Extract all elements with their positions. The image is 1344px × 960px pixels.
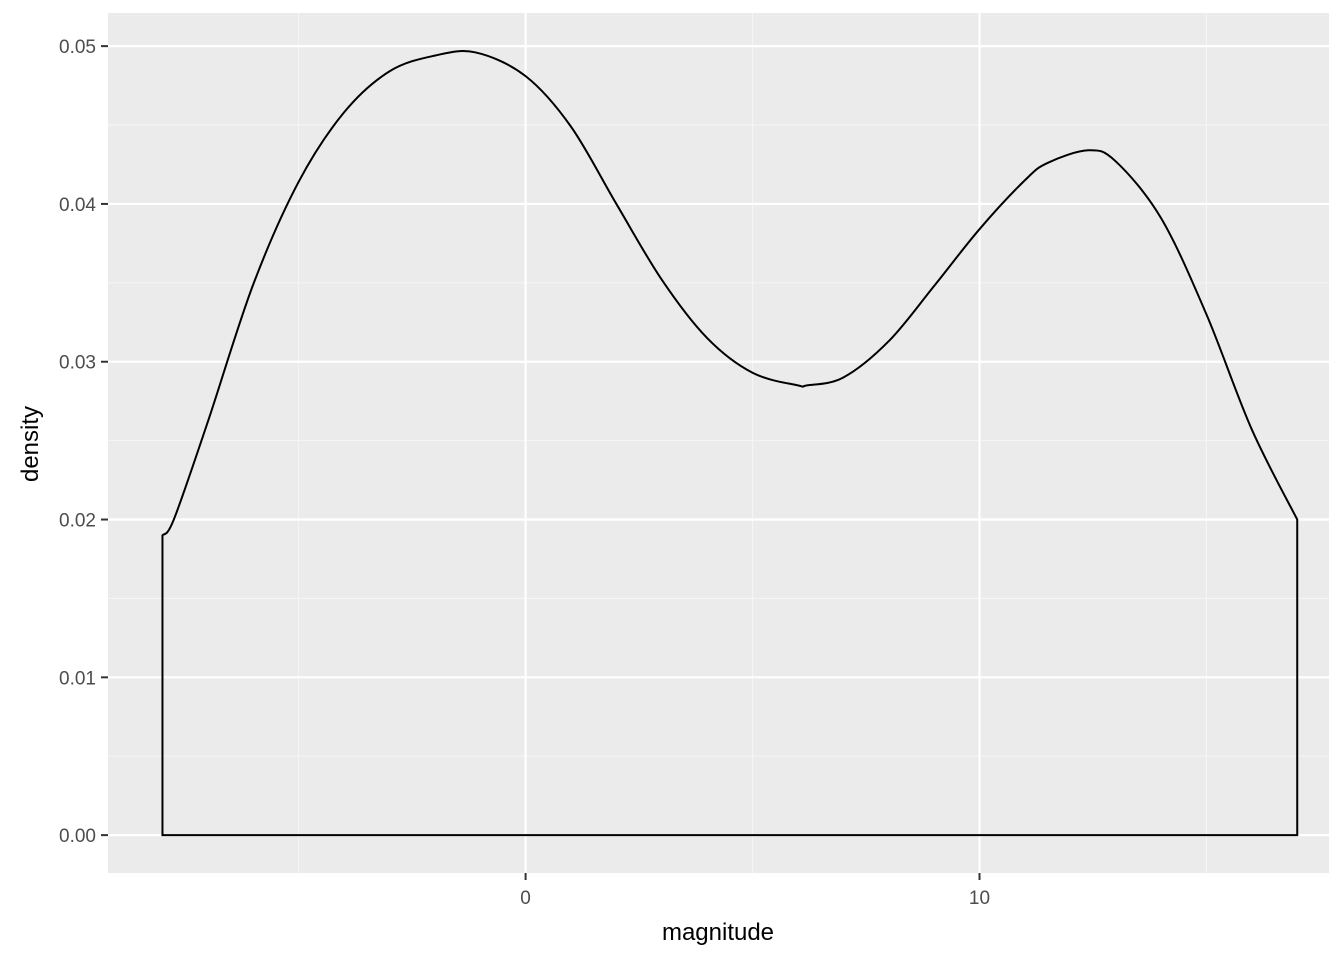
plot-panel [108, 13, 1329, 873]
y-axis: 0.00 0.01 0.02 0.03 0.04 0.05 [59, 37, 108, 847]
density-curve [161, 50, 1299, 837]
minor-gridlines [108, 13, 1329, 873]
y-tick-label: 0.05 [59, 37, 96, 58]
x-axis-title: magnitude [662, 919, 774, 946]
x-tick-label: 0 [520, 888, 531, 909]
y-tick-label: 0.02 [59, 511, 96, 532]
y-tick-label: 0.00 [59, 826, 96, 847]
x-tick-label: 10 [969, 888, 990, 909]
y-tick-label: 0.03 [59, 353, 96, 374]
y-tick-label: 0.01 [59, 668, 96, 689]
x-axis: 0 10 [520, 873, 990, 909]
y-axis-title: density [17, 406, 44, 482]
y-tick-label: 0.04 [59, 195, 96, 216]
